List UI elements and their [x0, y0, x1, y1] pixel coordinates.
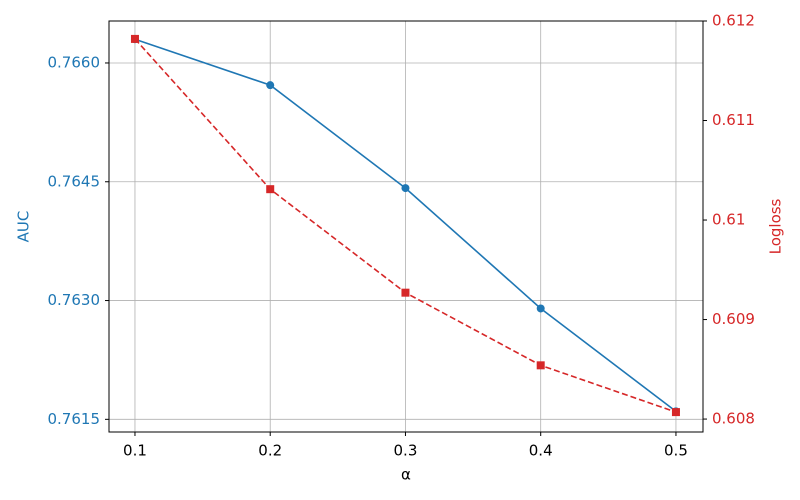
- marker: [671, 408, 680, 417]
- plot-frame: [108, 20, 704, 433]
- marker: [266, 185, 275, 194]
- marker: [536, 304, 545, 313]
- y2-tick-label: 0.611: [712, 111, 755, 129]
- y-tick-label: 0.7645: [48, 172, 101, 190]
- marker: [266, 81, 275, 90]
- y-tick-label: 0.7660: [48, 53, 101, 71]
- y2-tick-label: 0.608: [712, 410, 755, 428]
- marker: [130, 34, 139, 43]
- y-axis-label: AUC: [15, 211, 33, 243]
- y2-tick-label: 0.612: [712, 12, 755, 30]
- y-tick-label: 0.7615: [48, 410, 101, 428]
- x-tick-label: 0.3: [394, 442, 418, 460]
- x-tick-label: 0.5: [664, 442, 688, 460]
- x-axis-label: α: [401, 466, 411, 484]
- x-tick-label: 0.1: [123, 442, 147, 460]
- x-tick-label: 0.2: [258, 442, 282, 460]
- y-tick-label: 0.7630: [48, 291, 101, 309]
- marker: [536, 361, 545, 370]
- marker: [401, 184, 410, 193]
- y2-tick-label: 0.609: [712, 310, 755, 328]
- y2-axis-label: Logloss: [767, 198, 785, 254]
- marker: [401, 288, 410, 297]
- x-tick-label: 0.4: [529, 442, 553, 460]
- y2-tick-label: 0.61: [712, 211, 745, 229]
